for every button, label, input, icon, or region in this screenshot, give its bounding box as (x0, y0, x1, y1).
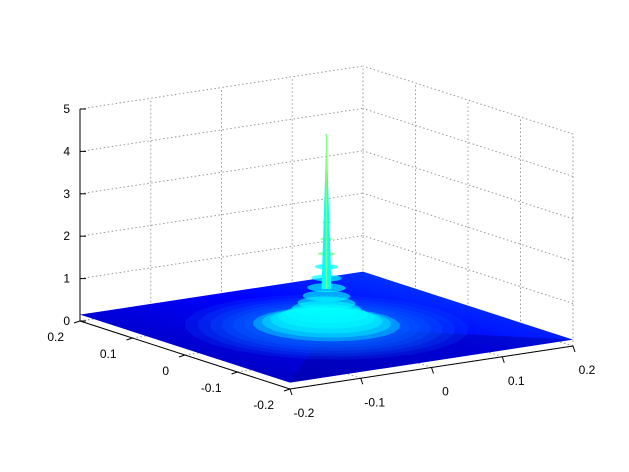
surface-facet (290, 327, 573, 383)
x-tick-mark (289, 388, 293, 396)
y-tick-mark (231, 371, 238, 375)
grid-line (362, 107, 574, 177)
x-tick-label: -0.2 (294, 406, 315, 420)
z-tick-label: 2 (63, 229, 70, 243)
surface-ring (222, 302, 431, 351)
y-tick-label: -0.1 (201, 381, 222, 395)
x-tick-label: 0.2 (579, 363, 596, 377)
grid-line (362, 65, 574, 135)
x-tick-mark (501, 356, 505, 363)
x-tick-mark (431, 367, 434, 374)
surface-ring (302, 290, 351, 302)
x-tick-label: 0 (442, 385, 449, 399)
x-tick-label: 0.1 (508, 374, 525, 388)
y-tick-mark (126, 337, 133, 341)
y-tick-label: -0.2 (253, 398, 274, 412)
x-axis-tick-labels: -0.2 -0.1 0 0.1 0.2 (289, 345, 596, 420)
surface-ring (198, 297, 455, 357)
surface-ring (185, 294, 468, 360)
y-tick-mark (73, 320, 81, 324)
z-tick-label: 1 (63, 272, 70, 286)
z-tick-label: 5 (63, 102, 70, 116)
y-tick-mark (283, 388, 291, 392)
y-tick-label: 0 (162, 364, 169, 378)
y-tick-mark (178, 354, 186, 358)
y-axis-tick-labels: -0.2 -0.1 0 0.1 0.2 (47, 320, 291, 412)
surface (80, 133, 573, 383)
grid-line (362, 192, 574, 262)
x-tick-label: -0.1 (364, 395, 385, 409)
z-tick-label: 3 (63, 187, 70, 201)
z-tick-label: 0 (63, 314, 70, 328)
grid-line (362, 150, 574, 220)
x-tick-mark (360, 378, 364, 385)
grid-line (362, 235, 574, 305)
y-tick-label: 0.1 (100, 347, 117, 361)
z-tick-label: 4 (63, 144, 70, 158)
surface-base (80, 271, 573, 383)
y-tick-label: 0.2 (47, 330, 64, 344)
surface-ring (210, 300, 443, 354)
z-axis-tick-labels: 0 1 2 3 4 5 (63, 102, 86, 328)
surface-ring (233, 305, 420, 348)
x-tick-mark (572, 345, 576, 353)
surface-ring (243, 306, 410, 345)
